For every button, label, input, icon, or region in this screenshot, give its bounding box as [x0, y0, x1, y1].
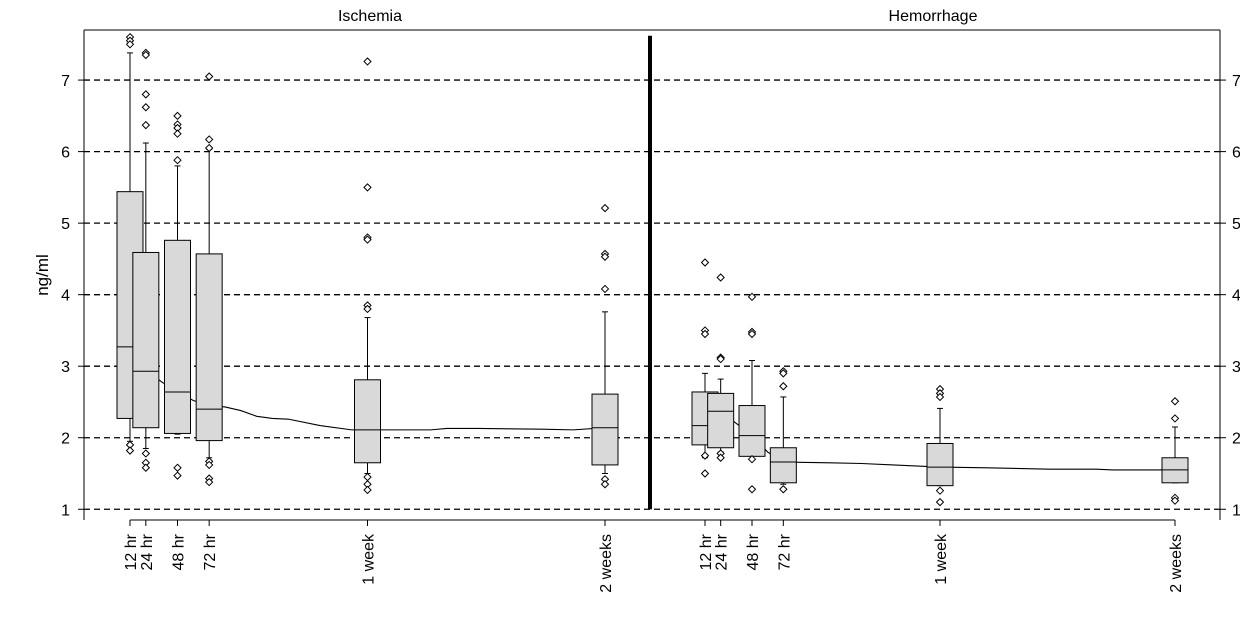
outlier-point	[204, 477, 214, 487]
xtick-label-24-hr: 24 hr	[714, 533, 731, 570]
outlier-point	[141, 120, 151, 130]
outlier-point	[600, 284, 610, 294]
outlier-point	[747, 485, 757, 494]
outlier-point	[747, 329, 757, 339]
xtick-label-12-hr: 12 hr	[698, 533, 715, 570]
outlier-point	[1170, 414, 1180, 423]
ytick-right-label: 6	[1232, 145, 1240, 162]
outlier-point	[1170, 496, 1180, 505]
outlier-point	[363, 485, 372, 495]
ytick-left-label: 3	[61, 359, 70, 376]
box-72-hr	[195, 253, 223, 442]
outlier-point	[363, 183, 372, 192]
outlier-point	[173, 471, 182, 480]
outlier-point	[600, 480, 610, 489]
ytick-left-label: 5	[61, 216, 70, 233]
outlier-point	[141, 463, 151, 472]
box-48-hr	[738, 405, 766, 457]
outlier-point	[363, 304, 372, 314]
xtick-label-2-weeks: 2 weeks	[1168, 534, 1185, 593]
boxes	[116, 32, 1189, 507]
outlier-point	[935, 486, 945, 495]
outlier-point	[204, 72, 214, 81]
outlier-point	[700, 469, 710, 478]
outlier-point	[141, 449, 151, 458]
outlier-point	[204, 460, 214, 470]
box-2-weeks	[591, 393, 619, 466]
ytick-right-label: 5	[1232, 216, 1240, 233]
ytick-right-label: 2	[1232, 431, 1240, 448]
xtick-label-12-hr: 12 hr	[123, 533, 140, 570]
ytick-left-label: 2	[61, 431, 70, 448]
xtick-label-72-hr: 72 hr	[776, 533, 793, 570]
xtick-label-72-hr: 72 hr	[202, 533, 219, 570]
outlier-point	[204, 135, 214, 144]
outlier-point	[747, 292, 757, 302]
xtick-label-1-week: 1 week	[933, 533, 950, 585]
outlier-point	[125, 446, 135, 455]
box-48-hr	[164, 239, 191, 434]
outlier-point	[125, 40, 135, 49]
trend-lines	[129, 346, 1175, 471]
outlier-point	[600, 252, 610, 261]
ytick-right-label: 4	[1232, 288, 1240, 305]
outlier-point	[141, 90, 151, 99]
box-1-week	[926, 442, 954, 487]
xtick-label-48-hr: 48 hr	[745, 533, 762, 570]
outlier-point	[363, 57, 372, 66]
box-1-week	[354, 379, 381, 464]
outlier-point	[935, 392, 945, 402]
box-72-hr	[769, 447, 797, 484]
y-axis-label: ng/ml	[33, 254, 52, 296]
xtick-label-1-week: 1 week	[361, 533, 378, 585]
outlier-point	[600, 203, 610, 213]
xtick-label-2-weeks: 2 weeks	[598, 534, 615, 593]
xtick-label-48-hr: 48 hr	[171, 533, 188, 570]
ytick-right-label: 1	[1232, 502, 1240, 519]
ytick-left-label: 4	[61, 288, 70, 305]
outlier-point	[779, 369, 788, 378]
outlier-point	[173, 155, 182, 165]
axes	[78, 79, 1226, 526]
outlier-point	[700, 451, 710, 460]
ytick-right-label: 3	[1232, 359, 1240, 376]
ytick-left-label: 7	[61, 73, 70, 90]
plot-frame	[83, 29, 1221, 520]
outlier-point	[141, 50, 151, 60]
outlier-point	[716, 354, 725, 364]
outlier-point	[935, 497, 945, 507]
outlier-point	[204, 143, 214, 153]
outlier-point	[173, 111, 182, 121]
outlier-point	[1170, 397, 1180, 406]
outlier-point	[700, 258, 710, 267]
panel-title-0: Ischemia	[338, 8, 402, 25]
panel-title-1: Hemorrhage	[889, 8, 978, 25]
outlier-point	[716, 453, 725, 462]
ytick-left-label: 6	[61, 145, 70, 162]
box-24-hr	[132, 251, 160, 429]
xtick-label-24-hr: 24 hr	[139, 533, 156, 570]
outlier-point	[173, 129, 182, 138]
ytick-right-label: 7	[1232, 73, 1240, 90]
box-24-hr	[707, 392, 735, 449]
outlier-point	[141, 103, 151, 112]
outlier-point	[747, 454, 757, 464]
outlier-point	[716, 273, 725, 282]
outlier-point	[779, 382, 788, 391]
outlier-point	[363, 235, 372, 244]
outlier-point	[779, 485, 788, 494]
outlier-point	[173, 463, 182, 472]
ytick-left-label: 1	[61, 502, 70, 519]
outlier-point	[700, 329, 710, 339]
outlier-point	[363, 472, 372, 482]
